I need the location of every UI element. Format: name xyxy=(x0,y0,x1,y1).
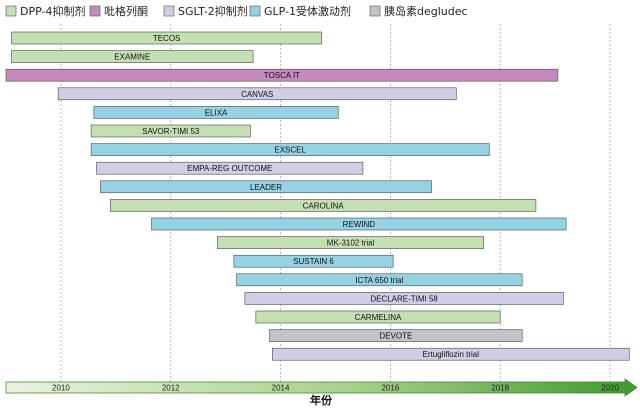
trial-bar xyxy=(110,199,537,212)
tick-label-2014: 2014 xyxy=(272,384,290,393)
legend-entry-insulin: 胰岛素degludec xyxy=(369,4,468,18)
trial-bar-group: DEVOTE xyxy=(269,329,523,342)
trial-bar-group: EXAMINE xyxy=(11,50,254,63)
trial-bar xyxy=(217,236,485,249)
legend-label-insulin: 胰岛素degludec xyxy=(384,4,468,18)
trial-bar-group: REWIND xyxy=(151,217,567,231)
legend-label-sglt2: SGLT-2抑制剂 xyxy=(178,4,248,18)
trial-bar xyxy=(93,106,339,119)
trial-bar-group: EXSCEL xyxy=(90,143,490,156)
trial-bar-label: CANVAS xyxy=(241,90,273,99)
trial-bar-label: EXAMINE xyxy=(114,53,150,62)
trial-bar-label: TECOS xyxy=(153,34,181,43)
trial-bar-label: TOSCA IT xyxy=(264,71,300,80)
trial-bar-group: CANVAS xyxy=(57,87,457,101)
trial-bar-label: ELIXA xyxy=(205,108,228,117)
tick-label-2012: 2012 xyxy=(162,384,180,393)
trial-bar-label: SAVOR-TIMI 53 xyxy=(142,127,200,136)
trial-bar xyxy=(255,310,501,324)
trial-bar xyxy=(11,50,254,63)
trial-bar xyxy=(272,347,630,361)
trial-bar-label: DEVOTE xyxy=(379,332,412,341)
trial-bar xyxy=(57,87,457,101)
trial-bar-label: REWIND xyxy=(343,220,376,229)
trial-bar-label: EMPA-REG OUTCOME xyxy=(187,164,272,173)
bars: TECOS EXAMINE TOSCA IT CANVAS ELIXA SAVOR-TIM… xyxy=(5,31,630,361)
legend-entry-sglt2: SGLT-2抑制剂 xyxy=(163,4,248,18)
trial-bar-label: CARMELINA xyxy=(355,313,402,322)
trial-bar xyxy=(5,68,559,82)
legend-swatch-glp1ra xyxy=(89,5,101,17)
trial-bar-label: MK-3102 trial xyxy=(327,239,375,248)
trial-bar-group: CAROLINA xyxy=(110,199,537,212)
tick-label-2020: 2020 xyxy=(601,384,619,393)
tick-label-2018: 2018 xyxy=(491,384,509,393)
legend-label-glp1: GLP-1受体激动剂 xyxy=(264,4,351,18)
trial-bar-group: TOSCA IT xyxy=(5,68,559,82)
legend-swatch-insulin xyxy=(369,5,381,17)
trial-bar xyxy=(11,31,323,45)
trial-bar-label: CAROLINA xyxy=(303,201,345,210)
trial-bar-label: Ertugliflozin trial xyxy=(423,350,480,359)
axis-arrow xyxy=(5,378,638,397)
trial-bar xyxy=(96,161,364,175)
legend-label-dpp4: DPP-4抑制剂 xyxy=(20,4,85,18)
trial-bar-group: MK-3102 trial xyxy=(217,236,485,249)
trial-bar xyxy=(236,273,523,287)
trial-bar-group: ICTA 650 trial xyxy=(236,273,523,287)
trial-bar-group: ELIXA xyxy=(93,106,339,119)
legend-swatch-dpp4 xyxy=(5,5,17,17)
tick-label-2010: 2010 xyxy=(52,384,70,393)
trial-bar xyxy=(90,143,490,156)
trial-bar-label: SUSTAIN 6 xyxy=(293,257,334,266)
trial-bar-group: TECOS xyxy=(11,31,323,45)
legend-entry-glp1: GLP-1受体激动剂 xyxy=(249,4,351,18)
trial-bar xyxy=(90,124,251,138)
trial-bar-group: CARMELINA xyxy=(255,310,501,324)
trial-bar xyxy=(151,217,567,231)
tick-label-2016: 2016 xyxy=(381,384,399,393)
trial-bar-label: EXSCEL xyxy=(274,146,306,155)
trial-bar-group: EMPA-REG OUTCOME xyxy=(96,161,364,175)
x-axis-title: 年份 xyxy=(310,393,333,407)
trial-bar-group: DECLARE-TIMI 58 xyxy=(244,292,564,305)
trial-bar xyxy=(244,292,564,305)
legend: DPP-4抑制剂 吡格列酮 SGLT-2抑制剂 GLP-1受体激动剂 胰岛素deglud… xyxy=(5,4,468,18)
trial-bar-group: LEADER xyxy=(100,180,432,194)
legend-entry-glp1ra: 吡格列酮 xyxy=(89,4,148,18)
trial-bar xyxy=(269,329,523,342)
trial-bar xyxy=(233,254,394,268)
trial-bar-label: LEADER xyxy=(250,183,282,192)
trial-bar-group: SAVOR-TIMI 53 xyxy=(90,124,251,138)
trial-bar-label: DECLARE-TIMI 58 xyxy=(370,294,438,303)
trial-bar-group: Ertugliflozin trial xyxy=(272,347,630,361)
legend-label-glp1ra: 吡格列酮 xyxy=(104,4,148,18)
legend-entry-dpp4: DPP-4抑制剂 xyxy=(5,4,85,18)
legend-swatch-glp1 xyxy=(249,5,261,17)
time-axis: 2010 2012 2014 2016 2018 2020 xyxy=(5,378,638,397)
legend-swatch-sglt2 xyxy=(163,5,175,17)
trial-bar xyxy=(100,180,432,194)
trial-bar-label: ICTA 650 trial xyxy=(355,276,403,285)
trial-bar-group: SUSTAIN 6 xyxy=(233,254,394,268)
